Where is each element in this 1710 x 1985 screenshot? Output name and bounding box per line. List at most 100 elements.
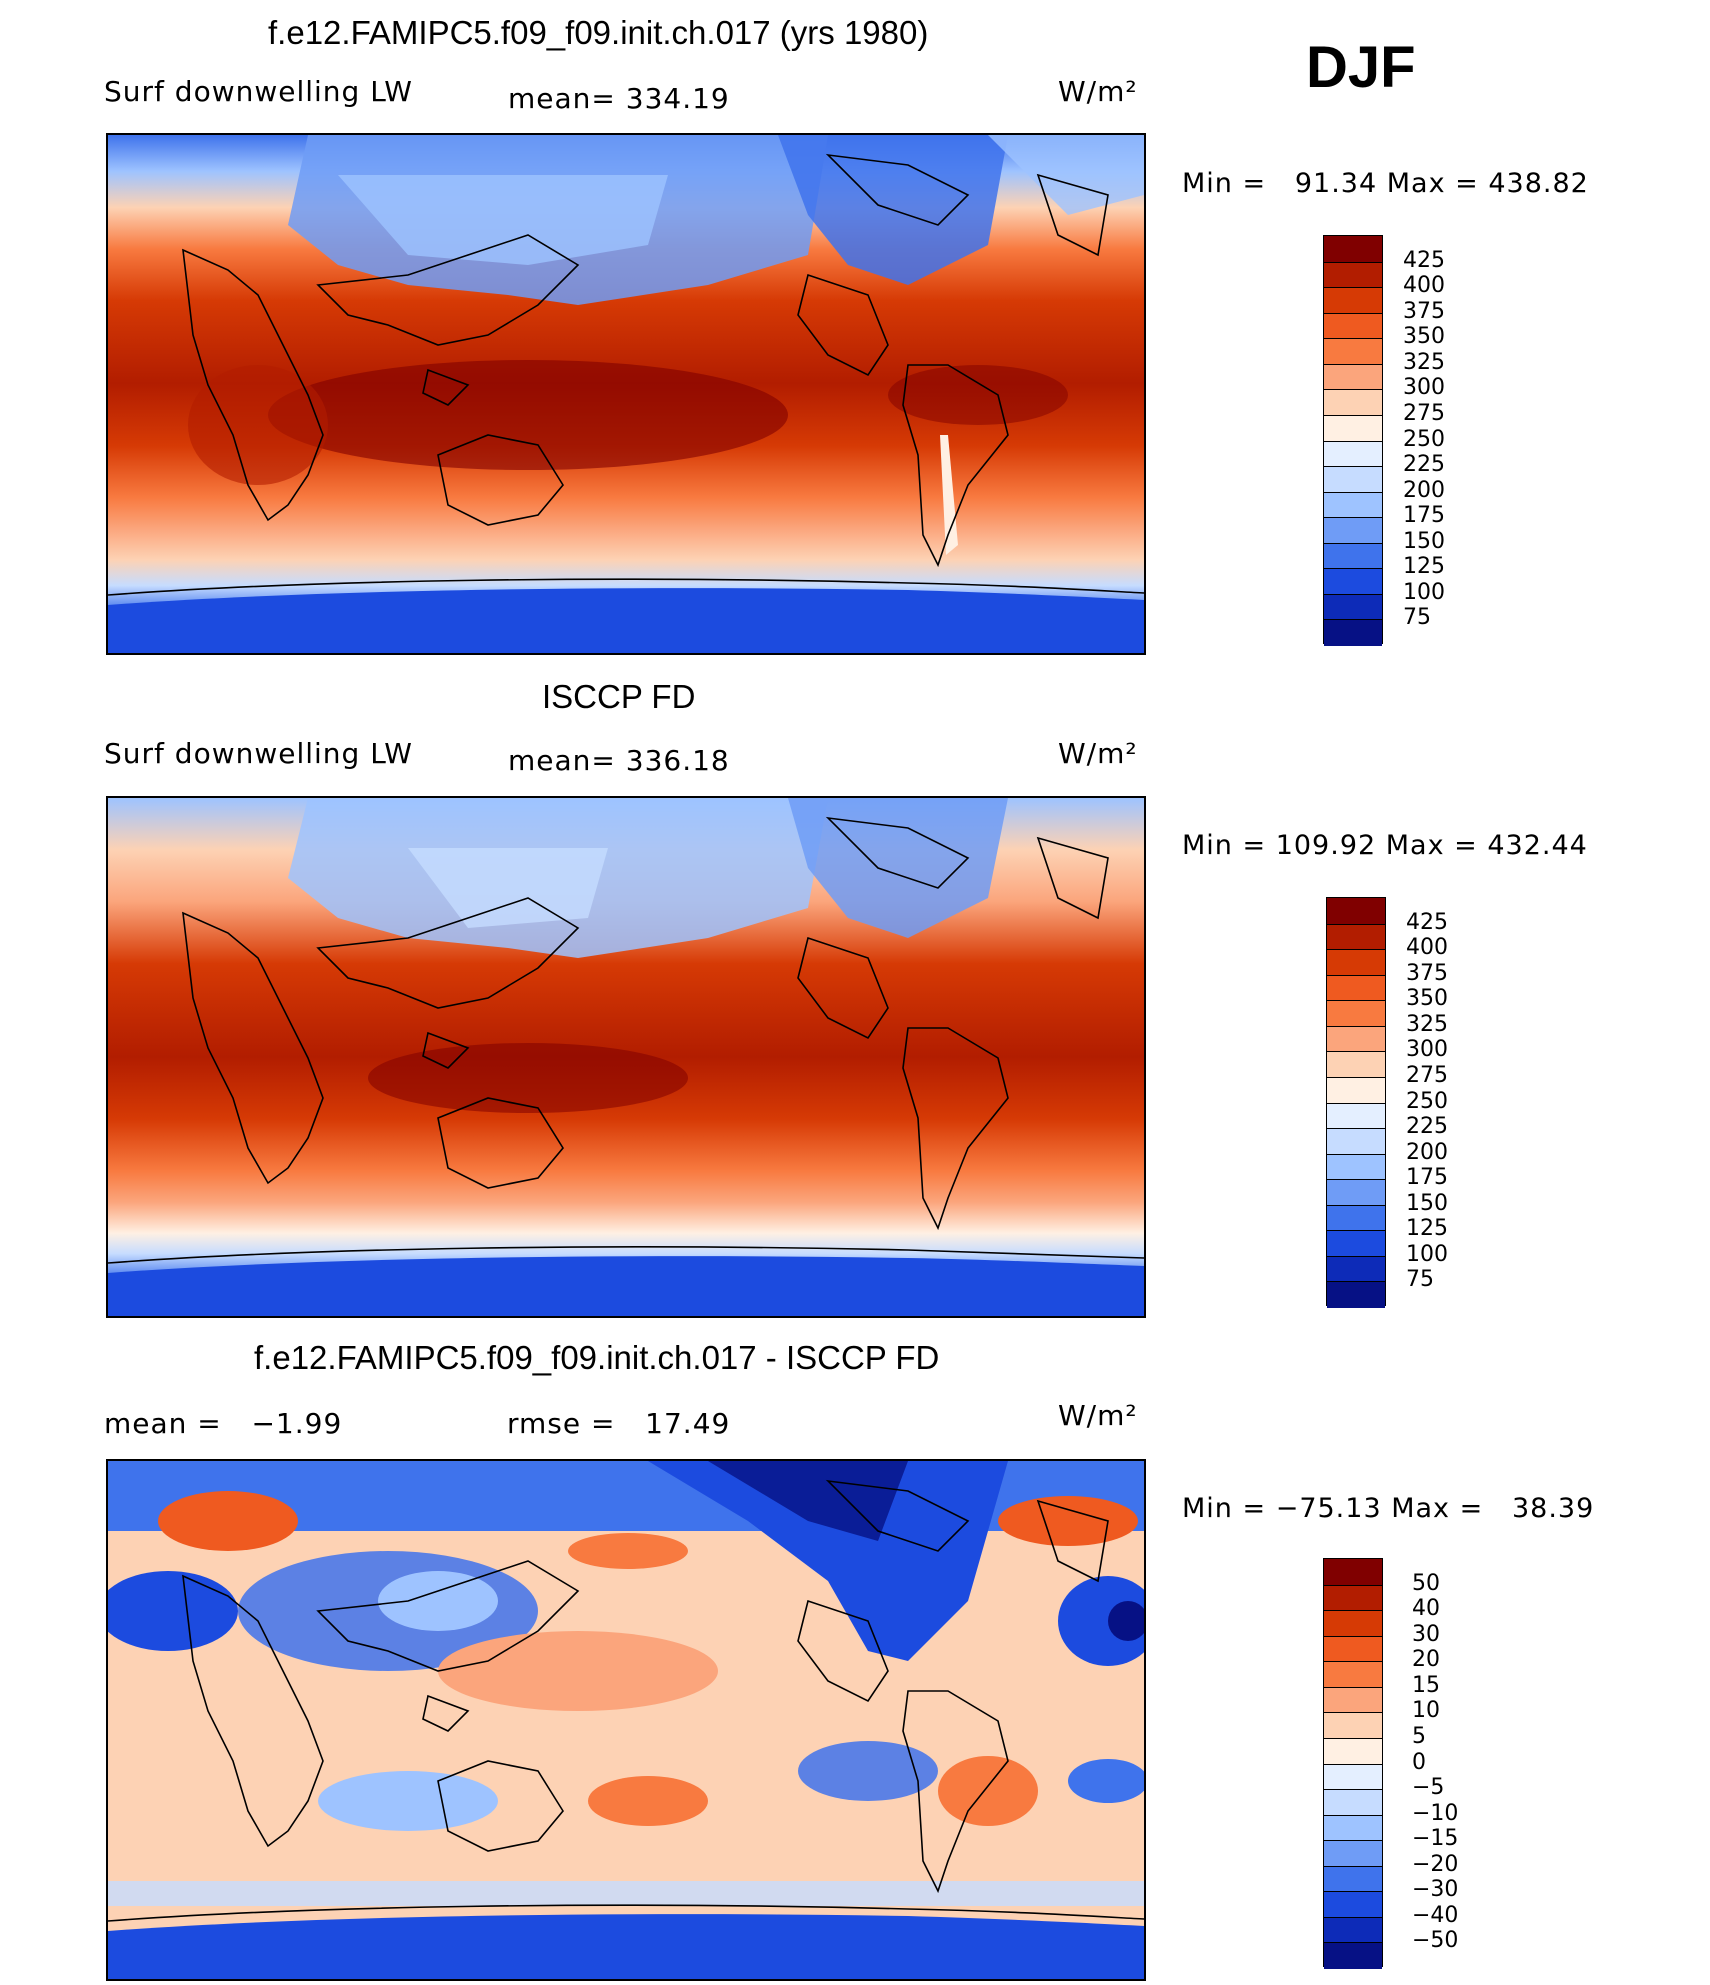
colorbar-tick bbox=[1324, 287, 1382, 289]
colorbar-tick bbox=[1324, 1789, 1382, 1791]
colorbar-swatch bbox=[1327, 1204, 1385, 1231]
colorbar-swatch bbox=[1324, 1865, 1382, 1892]
colorbar-tick bbox=[1324, 312, 1382, 314]
colorbar-swatch bbox=[1324, 1712, 1382, 1739]
colorbar-level-label: 225 bbox=[1406, 1114, 1448, 1140]
colorbar-swatch bbox=[1324, 1789, 1382, 1816]
panel-2-colorbar bbox=[1326, 897, 1386, 1308]
colorbar-tick bbox=[1327, 1255, 1385, 1257]
colorbar-level-label: 200 bbox=[1403, 477, 1445, 503]
colorbar-level-label: 150 bbox=[1406, 1190, 1448, 1216]
colorbar-level-label: 175 bbox=[1403, 503, 1445, 529]
colorbar-tick bbox=[1327, 1128, 1385, 1130]
colorbar-tick bbox=[1324, 338, 1382, 340]
colorbar-tick bbox=[1324, 1942, 1382, 1944]
colorbar-swatch bbox=[1324, 312, 1382, 339]
colorbar-swatch bbox=[1324, 1661, 1382, 1688]
colorbar-swatch bbox=[1327, 1281, 1385, 1308]
colorbar-level-label: 150 bbox=[1403, 528, 1445, 554]
colorbar-tick bbox=[1324, 1661, 1382, 1663]
colorbar-tick bbox=[1324, 491, 1382, 493]
colorbar-level-label: 30 bbox=[1412, 1621, 1440, 1647]
colorbar-tick bbox=[1327, 1000, 1385, 1002]
colorbar-tick bbox=[1324, 1635, 1382, 1637]
colorbar-tick bbox=[1327, 1153, 1385, 1155]
panel-3-rmse-label: rmse = 17.49 bbox=[507, 1407, 731, 1440]
panel-1-variable-label: Surf downwelling LW bbox=[104, 75, 413, 108]
colorbar-tick bbox=[1327, 1076, 1385, 1078]
panel-3-map-field bbox=[108, 1461, 1144, 1979]
panel-1-map-field bbox=[108, 135, 1144, 653]
colorbar-level-label: 15 bbox=[1412, 1672, 1440, 1698]
colorbar-tick bbox=[1324, 1891, 1382, 1893]
colorbar-level-label: 40 bbox=[1412, 1596, 1440, 1622]
colorbar-tick bbox=[1327, 1230, 1385, 1232]
panel-1-colorbar bbox=[1323, 235, 1383, 646]
panel-3-title: f.e12.FAMIPC5.f09_f09.init.ch.017 - ISCC… bbox=[254, 1339, 940, 1376]
colorbar-tick bbox=[1324, 1916, 1382, 1918]
panel-3-minmax-label: Min = −75.13 Max = 38.39 bbox=[1182, 1493, 1595, 1524]
colorbar-swatch bbox=[1324, 389, 1382, 416]
colorbar-swatch bbox=[1327, 1128, 1385, 1155]
colorbar-swatch bbox=[1324, 1942, 1382, 1969]
colorbar-level-label: 275 bbox=[1406, 1062, 1448, 1088]
colorbar-level-label: 225 bbox=[1403, 452, 1445, 478]
panel-3-colorbar bbox=[1323, 1558, 1383, 1969]
colorbar-level-label: 300 bbox=[1403, 375, 1445, 401]
colorbar-level-label: 425 bbox=[1406, 909, 1448, 935]
colorbar-tick bbox=[1324, 1712, 1382, 1714]
colorbar-swatch bbox=[1327, 1025, 1385, 1052]
colorbar-level-label: 125 bbox=[1406, 1216, 1448, 1242]
colorbar-level-label: 75 bbox=[1403, 605, 1431, 631]
colorbar-swatch bbox=[1324, 542, 1382, 569]
colorbar-level-label: −10 bbox=[1412, 1800, 1459, 1826]
colorbar-level-label: 400 bbox=[1406, 935, 1448, 961]
panel-3-units-label: W/m² bbox=[1058, 1399, 1138, 1432]
colorbar-tick bbox=[1327, 949, 1385, 951]
colorbar-swatch bbox=[1324, 1916, 1382, 1943]
colorbar-tick bbox=[1327, 1204, 1385, 1206]
colorbar-level-label: 125 bbox=[1403, 554, 1445, 580]
colorbar-level-label: 275 bbox=[1403, 400, 1445, 426]
colorbar-tick bbox=[1324, 619, 1382, 621]
colorbar-swatch bbox=[1324, 1559, 1382, 1586]
colorbar-tick bbox=[1324, 568, 1382, 570]
colorbar-swatch bbox=[1327, 1000, 1385, 1027]
colorbar-level-label: 325 bbox=[1403, 349, 1445, 375]
colorbar-tick bbox=[1324, 1840, 1382, 1842]
panel-1-minmax-label: Min = 91.34 Max = 438.82 bbox=[1182, 168, 1589, 199]
colorbar-level-label: −20 bbox=[1412, 1851, 1459, 1877]
colorbar-tick bbox=[1324, 1686, 1382, 1688]
colorbar-level-label: 10 bbox=[1412, 1698, 1440, 1724]
colorbar-swatch bbox=[1324, 619, 1382, 646]
colorbar-swatch bbox=[1324, 491, 1382, 518]
colorbar-tick bbox=[1324, 1737, 1382, 1739]
colorbar-swatch bbox=[1327, 898, 1385, 925]
colorbar-swatch bbox=[1327, 1230, 1385, 1257]
colorbar-swatch bbox=[1327, 1102, 1385, 1129]
colorbar-tick bbox=[1324, 517, 1382, 519]
panel-2-title: ISCCP FD bbox=[542, 678, 696, 715]
colorbar-level-label: 0 bbox=[1412, 1749, 1426, 1775]
colorbar-swatch bbox=[1324, 1737, 1382, 1764]
colorbar-level-label: 5 bbox=[1412, 1723, 1426, 1749]
season-label: DJF bbox=[1306, 35, 1416, 100]
panel-2-mean-label: mean= 336.18 bbox=[508, 744, 730, 777]
colorbar-level-label: 325 bbox=[1406, 1011, 1448, 1037]
colorbar-swatch bbox=[1324, 568, 1382, 595]
colorbar-tick bbox=[1324, 1814, 1382, 1816]
colorbar-level-label: 375 bbox=[1406, 960, 1448, 986]
colorbar-swatch bbox=[1327, 923, 1385, 950]
colorbar-swatch bbox=[1327, 1051, 1385, 1078]
colorbar-swatch bbox=[1324, 1763, 1382, 1790]
panel-2-map bbox=[106, 796, 1146, 1318]
panel-1-units-label: W/m² bbox=[1058, 75, 1138, 108]
colorbar-level-label: 20 bbox=[1412, 1647, 1440, 1673]
colorbar-swatch bbox=[1327, 1076, 1385, 1103]
colorbar-swatch bbox=[1324, 593, 1382, 620]
colorbar-swatch bbox=[1324, 440, 1382, 467]
colorbar-swatch bbox=[1324, 363, 1382, 390]
panel-2-units-label: W/m² bbox=[1058, 737, 1138, 770]
colorbar-swatch bbox=[1327, 1153, 1385, 1180]
colorbar-tick bbox=[1324, 440, 1382, 442]
